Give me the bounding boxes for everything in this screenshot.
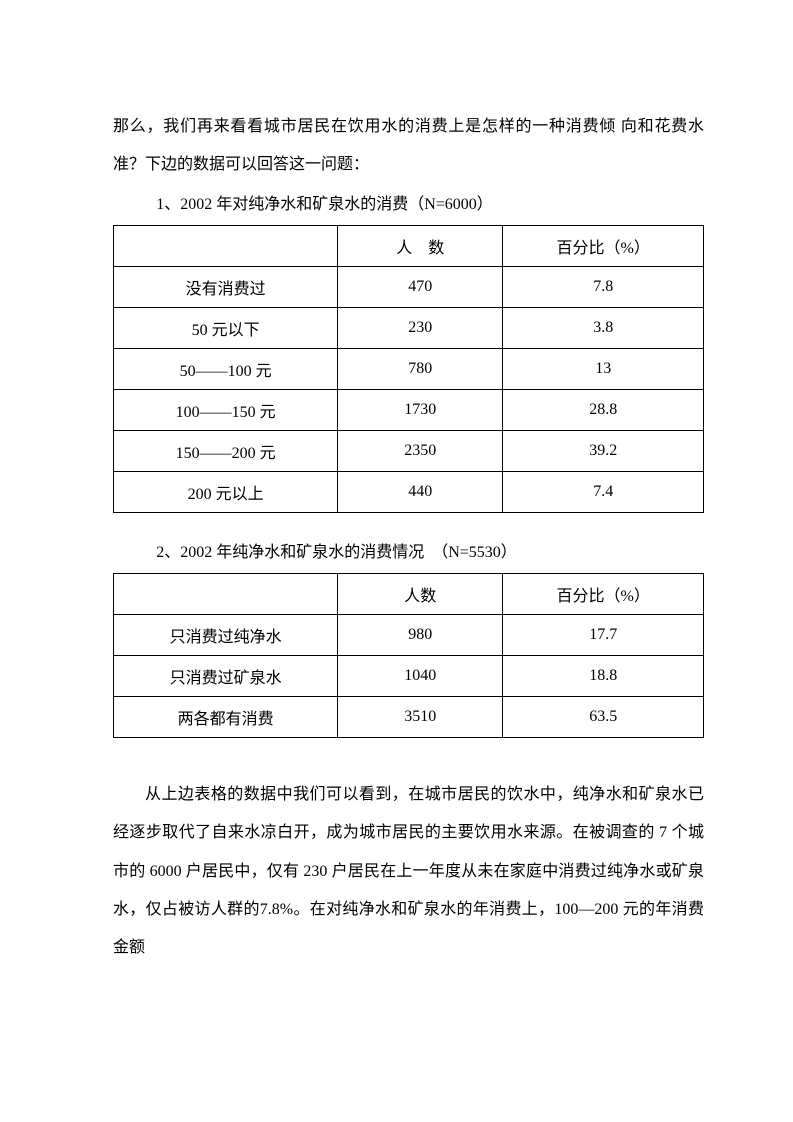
table1-r3-c1: 1730 — [338, 389, 503, 430]
table1-r0-c0: 没有消费过 — [114, 266, 338, 307]
table-row: 没有消费过 470 7.8 — [114, 266, 704, 307]
table1-r2-c0: 50——100 元 — [114, 348, 338, 389]
table-row: 只消费过纯净水 980 17.7 — [114, 614, 704, 655]
table1-r2-c1: 780 — [338, 348, 503, 389]
table1-r3-c0: 100——150 元 — [114, 389, 338, 430]
table2-r2-c2: 63.5 — [503, 696, 704, 737]
table1-header-count: 人 数 — [338, 225, 503, 266]
table-row: 两各都有消费 3510 63.5 — [114, 696, 704, 737]
table1-title: 1、2002 年对纯净水和矿泉水的消费（N=6000） — [156, 189, 704, 221]
table1-r5-c1: 440 — [338, 471, 503, 512]
table2: 人数 百分比（%） 只消费过纯净水 980 17.7 只消费过矿泉水 1040 … — [113, 573, 704, 738]
table1-r1-c2: 3.8 — [503, 307, 704, 348]
table-row: 50 元以下 230 3.8 — [114, 307, 704, 348]
table1-r0-c1: 470 — [338, 266, 503, 307]
table-row: 200 元以上 440 7.4 — [114, 471, 704, 512]
table1-header-percent: 百分比（%） — [503, 225, 704, 266]
table1-r2-c2: 13 — [503, 348, 704, 389]
table2-r2-c0: 两各都有消费 — [114, 696, 338, 737]
table-row: 150——200 元 2350 39.2 — [114, 430, 704, 471]
table2-r1-c0: 只消费过矿泉水 — [114, 655, 338, 696]
table2-header-row: 人数 百分比（%） — [114, 573, 704, 614]
intro-line1: 那么，我们再来看看城市居民在饮用水的消费上是怎样的一种消费倾 — [113, 118, 616, 135]
intro-paragraph: 那么，我们再来看看城市居民在饮用水的消费上是怎样的一种消费倾 向和花费水准？下边… — [113, 108, 704, 185]
table1-r5-c0: 200 元以上 — [114, 471, 338, 512]
table1-r1-c0: 50 元以下 — [114, 307, 338, 348]
table2-r2-c1: 3510 — [338, 696, 503, 737]
table2-r0-c2: 17.7 — [503, 614, 704, 655]
table1-r4-c2: 39.2 — [503, 430, 704, 471]
table2-r0-c0: 只消费过纯净水 — [114, 614, 338, 655]
table1-r5-c2: 7.4 — [503, 471, 704, 512]
table1-header-empty — [114, 225, 338, 266]
table2-title: 2、2002 年纯净水和矿泉水的消费情况 （N=5530） — [156, 537, 704, 569]
table2-r0-c1: 980 — [338, 614, 503, 655]
table1-r1-c1: 230 — [338, 307, 503, 348]
table1-r4-c0: 150——200 元 — [114, 430, 338, 471]
table-row: 50——100 元 780 13 — [114, 348, 704, 389]
table2-r1-c2: 18.8 — [503, 655, 704, 696]
table2-r1-c1: 1040 — [338, 655, 503, 696]
table1-r3-c2: 28.8 — [503, 389, 704, 430]
table2-header-empty — [114, 573, 338, 614]
table2-header-percent: 百分比（%） — [503, 573, 704, 614]
table2-header-count: 人数 — [338, 573, 503, 614]
table1-header-row: 人 数 百分比（%） — [114, 225, 704, 266]
table1: 人 数 百分比（%） 没有消费过 470 7.8 50 元以下 230 3.8 … — [113, 225, 704, 513]
table-row: 只消费过矿泉水 1040 18.8 — [114, 655, 704, 696]
conclusion-paragraph: 从上边表格的数据中我们可以看到，在城市居民的饮水中，纯净水和矿泉水已经逐步取代了… — [113, 776, 704, 968]
table1-r4-c1: 2350 — [338, 430, 503, 471]
table1-r0-c2: 7.8 — [503, 266, 704, 307]
table-row: 100——150 元 1730 28.8 — [114, 389, 704, 430]
